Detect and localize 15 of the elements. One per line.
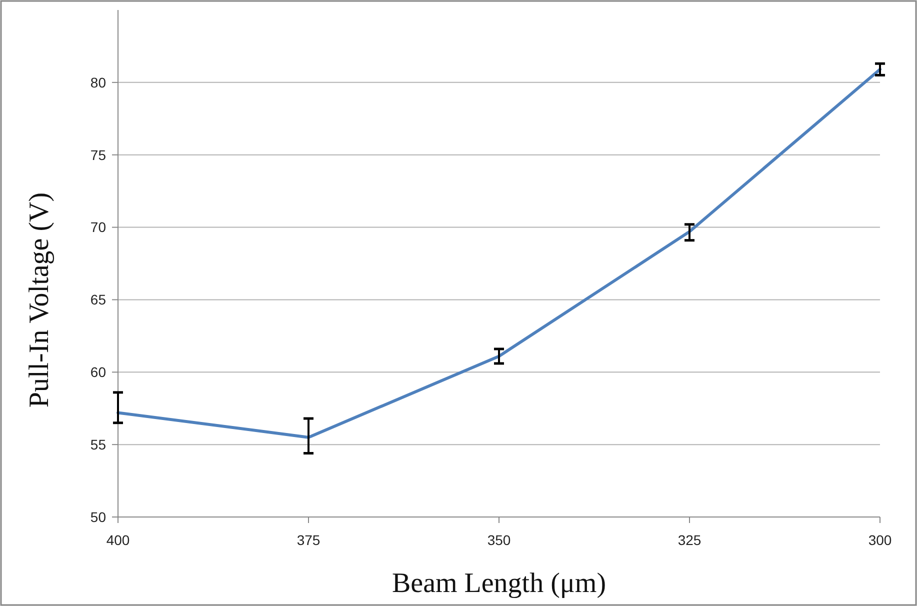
y-tick-label: 50 (90, 508, 106, 525)
line-series (116, 68, 882, 439)
y-tick-label: 65 (90, 292, 106, 308)
x-tick-label: 350 (487, 532, 511, 548)
y-tick-label: 75 (90, 146, 106, 163)
x-tick-label: 400 (106, 532, 130, 548)
y-tick-label: 60 (90, 364, 106, 380)
y-axis-title: Pull-In Voltage (V) (24, 192, 55, 408)
x-tick-label: 325 (678, 532, 702, 548)
y-tick-label: 55 (90, 436, 106, 452)
x-tick-label: 300 (868, 532, 892, 548)
y-tick-label: 80 (90, 74, 106, 90)
x-tick-label: 375 (296, 532, 320, 548)
x-axis-title: Beam Length (μm) (392, 568, 606, 599)
y-tick-label: 70 (90, 219, 106, 236)
